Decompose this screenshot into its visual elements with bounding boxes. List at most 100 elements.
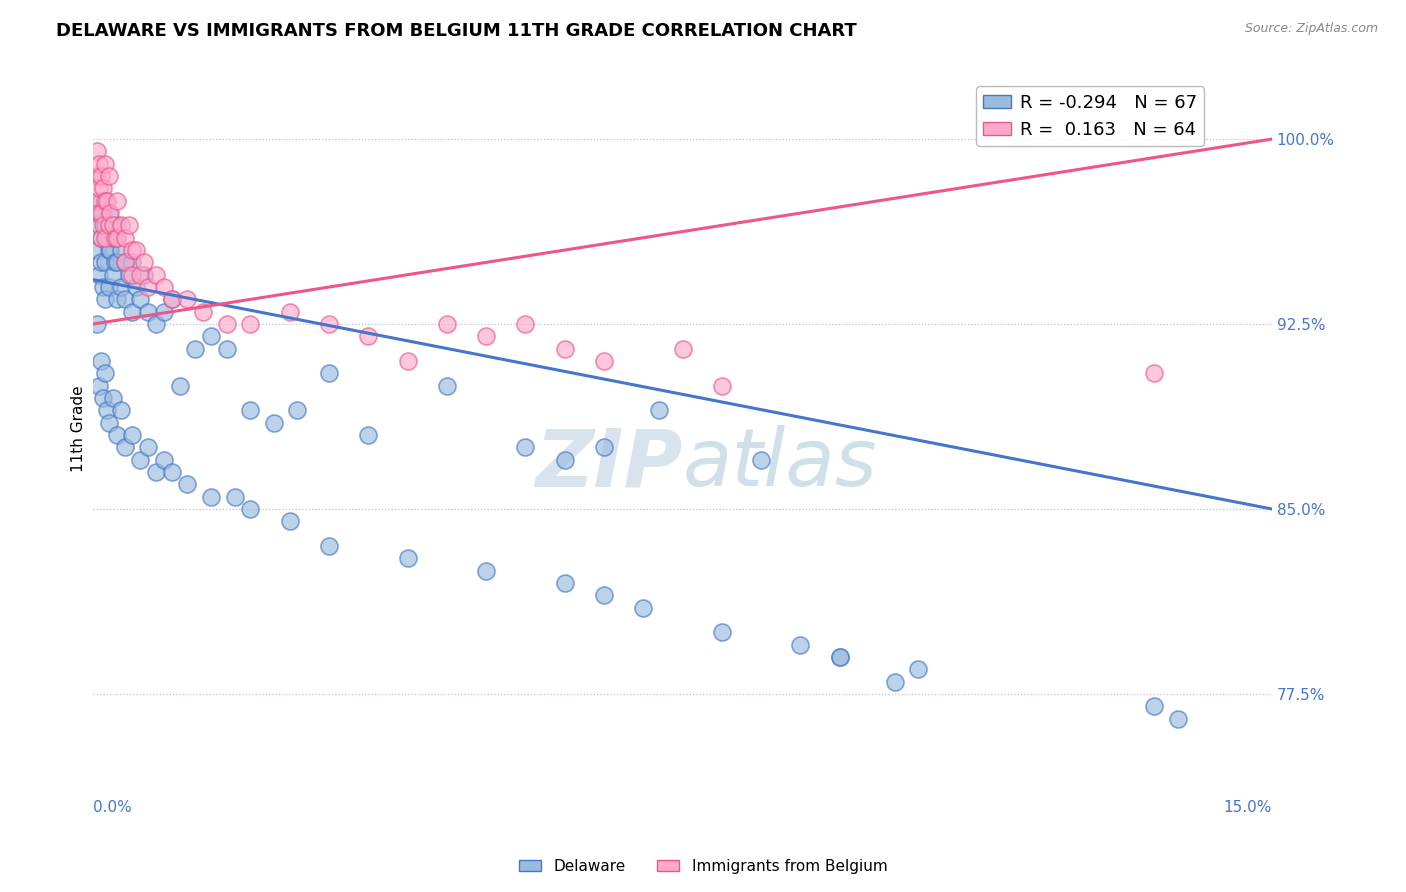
Point [184,342,207,356]
Point [117,268,139,282]
Point [110,403,132,417]
Point [110,243,132,257]
Text: Source: ZipAtlas.com: Source: ZipAtlas.com [1244,22,1378,36]
Point [87,181,110,195]
Point [883,674,905,689]
Text: ZIP: ZIP [536,425,682,503]
Point [145,268,167,282]
Point [239,403,262,417]
Point [907,662,929,676]
Point [633,600,655,615]
Point [200,329,222,343]
Point [114,231,136,245]
Point [176,293,198,307]
Point [110,280,132,294]
Point [117,219,139,233]
Point [96,231,118,245]
Point [828,650,851,665]
Point [114,293,136,307]
Point [278,304,301,318]
Point [215,317,238,331]
Point [90,354,112,368]
Point [97,206,120,220]
Point [239,502,262,516]
Point [1167,712,1189,726]
Point [145,465,167,479]
Point [239,317,262,331]
Point [153,304,176,318]
Point [110,219,132,233]
Point [215,342,238,356]
Point [89,378,111,392]
Point [94,293,117,307]
Legend: Delaware, Immigrants from Belgium: Delaware, Immigrants from Belgium [512,853,894,880]
Point [90,194,112,208]
Point [96,194,118,208]
Point [89,268,111,282]
Point [105,293,128,307]
Point [136,441,159,455]
Point [90,169,112,183]
Point [125,280,148,294]
Point [105,231,128,245]
Point [94,231,117,245]
Point [114,441,136,455]
Point [121,268,143,282]
Point [134,268,156,282]
Point [396,354,419,368]
Point [515,317,537,331]
Point [90,206,112,220]
Point [710,378,733,392]
Point [789,638,811,652]
Point [278,514,301,528]
Point [136,280,159,294]
Point [114,255,136,269]
Point [94,157,117,171]
Point [396,551,419,566]
Point [121,243,143,257]
Point [94,255,117,269]
Point [136,304,159,318]
Point [160,293,183,307]
Point [114,255,136,269]
Point [475,329,498,343]
Legend: R = -0.294   N = 67, R =  0.163   N = 64: R = -0.294 N = 67, R = 0.163 N = 64 [976,87,1204,146]
Point [129,452,152,467]
Point [318,367,340,381]
Point [101,268,124,282]
Point [94,367,117,381]
Point [318,539,340,553]
Point [101,231,124,245]
Point [104,255,127,269]
Point [193,304,215,318]
Text: atlas: atlas [682,425,877,503]
Point [1143,367,1166,381]
Point [100,206,122,220]
Point [91,391,114,405]
Point [105,219,128,233]
Point [153,452,176,467]
Point [593,588,616,602]
Point [91,206,114,220]
Point [671,342,693,356]
Point [121,304,143,318]
Point [169,378,191,392]
Point [357,329,380,343]
Point [134,255,156,269]
Point [357,428,380,442]
Point [828,650,851,665]
Point [129,268,152,282]
Point [1143,699,1166,714]
Point [475,564,498,578]
Point [554,576,576,591]
Point [318,317,340,331]
Point [105,428,128,442]
Point [89,157,111,171]
Point [84,169,107,183]
Point [224,490,246,504]
Text: 15.0%: 15.0% [1223,800,1272,815]
Point [710,625,733,640]
Point [89,206,111,220]
Point [91,181,114,195]
Point [160,293,183,307]
